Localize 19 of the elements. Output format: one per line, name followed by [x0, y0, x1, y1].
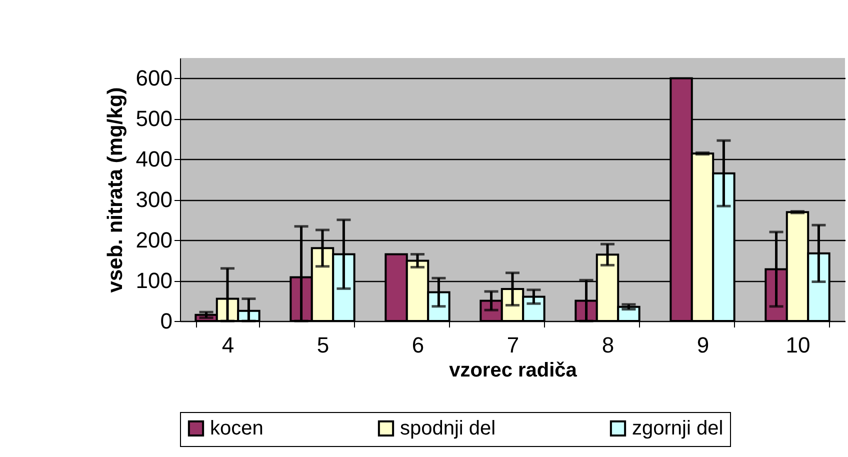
y-axis-title: vseb. nitrata (mg/kg) — [104, 87, 127, 293]
x-tick-label: 4 — [222, 332, 234, 358]
y-tick-label: 200 — [136, 228, 172, 253]
x-tick-label: 5 — [316, 332, 330, 358]
y-tick-label: 100 — [136, 268, 172, 294]
y-tick-label: 500 — [136, 106, 172, 132]
x-tick-label: 6 — [412, 332, 424, 358]
y-tick-label: 0 — [160, 308, 172, 334]
x-tick-label: 9 — [696, 332, 710, 358]
y-tick-label: 600 — [136, 66, 172, 91]
y-tick-label: 400 — [136, 146, 172, 172]
x-tick-label: 10 — [786, 332, 810, 358]
legend-label: spodnji del — [400, 417, 496, 440]
legend-label: kocen — [210, 417, 264, 440]
x-axis-title: vzorec radiča — [449, 360, 578, 382]
x-tick-label: 7 — [506, 332, 520, 358]
y-tick-label: 300 — [136, 187, 172, 212]
legend-label: zgornji del — [632, 417, 724, 440]
x-tick-label: 8 — [602, 332, 614, 358]
